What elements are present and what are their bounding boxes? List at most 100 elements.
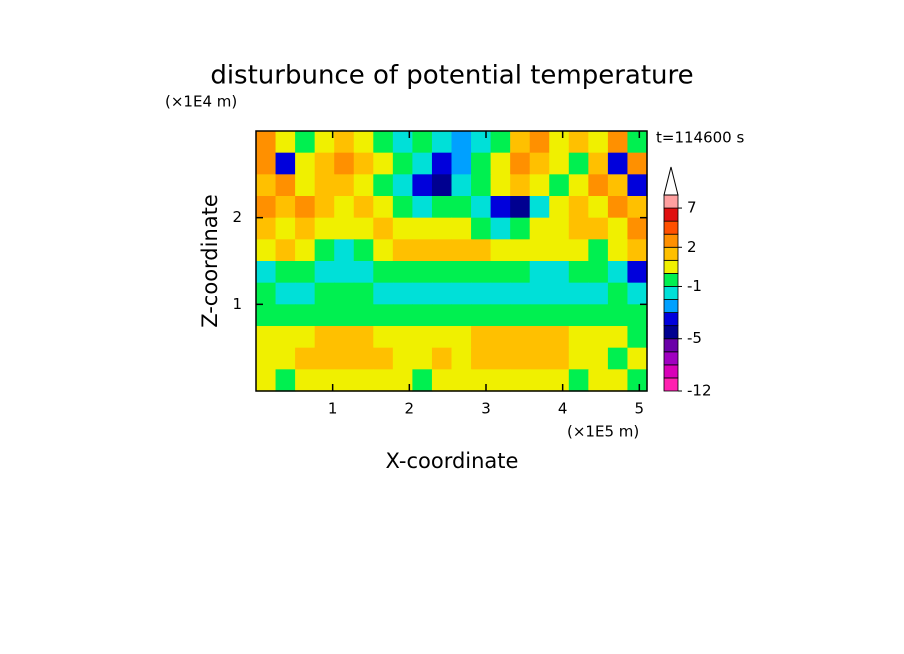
colorbar-segment [663, 377, 679, 392]
contour-cell [471, 347, 492, 370]
y-unit: (×1E4 m) [165, 93, 237, 111]
colorbar-segment [663, 325, 679, 340]
contour-cell [412, 347, 433, 370]
contour-cell [334, 347, 355, 370]
contour-cell [295, 282, 316, 305]
contour-cell [353, 326, 374, 349]
colorbar-segment [663, 312, 679, 327]
contour-cell [256, 152, 277, 175]
contour-cell [295, 217, 316, 240]
contour-cell [412, 304, 433, 327]
contour-cell [490, 239, 511, 262]
contour-cell [568, 369, 589, 392]
contour-cell [314, 174, 335, 197]
contour-cell [588, 174, 609, 197]
contour-cell [431, 131, 453, 154]
contour-cell [451, 239, 472, 262]
contour-cell [568, 326, 589, 349]
contour-cell [549, 347, 570, 370]
contour-cell [627, 131, 648, 154]
contour-cell [256, 196, 277, 219]
contour-cell [510, 326, 531, 349]
contour-cell [275, 196, 296, 219]
contour-cell [256, 217, 277, 240]
contour-cell [588, 282, 609, 305]
x-tick-label: 3 [481, 400, 491, 418]
contour-cell [588, 347, 609, 370]
contour-cell [490, 326, 511, 349]
contour-cell [275, 347, 296, 370]
colorbar-extend [663, 166, 679, 196]
plot-frame [255, 130, 648, 392]
contour-cell [510, 261, 531, 284]
contour-cell [295, 131, 316, 154]
contour-cell [451, 326, 472, 349]
contour-cell [471, 326, 492, 349]
contour-cell [392, 347, 413, 370]
x-tick-label: 2 [405, 400, 415, 418]
contour-cell [256, 282, 277, 305]
contour-cell [353, 369, 374, 392]
contour-cell [490, 282, 511, 305]
x-tick-label: 1 [328, 400, 338, 418]
contour-cell [451, 304, 472, 327]
contour-cell [275, 304, 296, 327]
contour-cell [373, 304, 394, 327]
contour-cell [353, 131, 374, 154]
contour-cell [256, 131, 277, 154]
contour-cell [627, 347, 648, 370]
contour-cell [275, 152, 296, 175]
contour-cell [256, 347, 277, 370]
contour-cell [295, 326, 316, 349]
contour-cell [256, 369, 277, 392]
contour-cell [451, 369, 472, 392]
contour-cell [568, 131, 589, 154]
contour-cell [334, 131, 355, 154]
contour-cell [510, 152, 531, 175]
contour-cell [373, 174, 394, 197]
contour-cell [412, 217, 433, 240]
contour-cell [334, 304, 355, 327]
colorbar-segment [663, 207, 679, 222]
x-tick-label: 4 [558, 400, 568, 418]
contour-cell [588, 261, 609, 284]
contour-cell [529, 304, 550, 327]
x-tick-label: 5 [635, 400, 645, 418]
contour-cell [471, 369, 492, 392]
contour-cell [353, 217, 374, 240]
contour-cell [451, 174, 472, 197]
contour-cell [431, 152, 453, 175]
contour-cell [256, 326, 277, 349]
contour-cell [392, 261, 413, 284]
contour-cell [334, 217, 355, 240]
contour-cell [451, 347, 472, 370]
contour-cell [353, 347, 374, 370]
contour-cell [373, 369, 394, 392]
contour-cell [568, 152, 589, 175]
contour-cell [295, 174, 316, 197]
contour-cell [607, 131, 629, 154]
contour-cell [451, 131, 472, 154]
colorbar-tick-label: -12 [687, 382, 712, 400]
contour-cell [627, 326, 648, 349]
contour-cell [490, 174, 511, 197]
contour-cell [568, 174, 589, 197]
contour-cell [373, 326, 394, 349]
y-tick-label: 1 [232, 295, 242, 313]
contour-cell [275, 217, 296, 240]
contour-cell [353, 239, 374, 262]
contour-cell [275, 261, 296, 284]
contour-cell [510, 282, 531, 305]
contour-cell [275, 131, 296, 154]
colorbar-segment [663, 272, 679, 287]
contour-cell [588, 131, 609, 154]
contour-cell [353, 152, 374, 175]
contour-cell [314, 369, 335, 392]
contour-cell [607, 326, 629, 349]
contour-cell [549, 261, 570, 284]
contour-cell [490, 261, 511, 284]
contour-cell [373, 282, 394, 305]
contour-cell [314, 152, 335, 175]
colorbar-tick-label: -1 [687, 277, 702, 295]
contour-cell [256, 174, 277, 197]
